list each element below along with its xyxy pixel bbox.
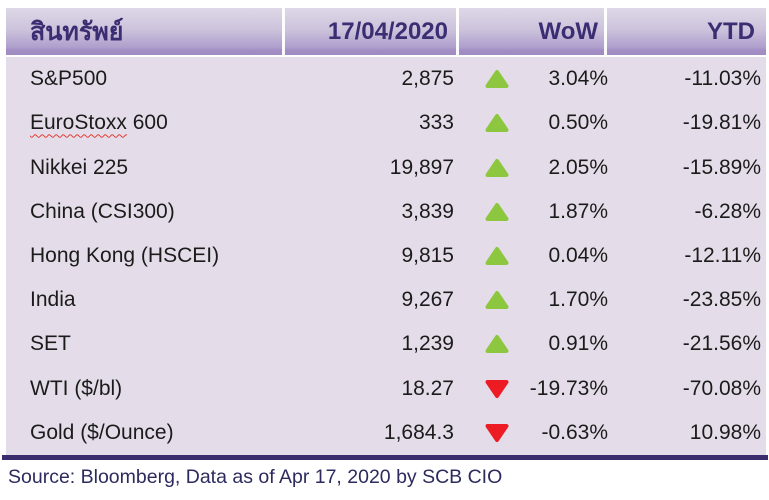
asset-name: WTI ($/bl) <box>30 376 123 400</box>
header-wow-label: WoW <box>538 17 598 45</box>
wow-cell: 2.05% <box>462 156 613 180</box>
wow-cell: 1.87% <box>462 200 613 224</box>
wow-cell: 1.70% <box>462 288 613 312</box>
wow-value: 2.05% <box>548 155 608 179</box>
wow-value: 3.04% <box>548 67 608 91</box>
wow-cell: 0.50% <box>462 111 613 135</box>
up-triangle-icon <box>485 202 509 222</box>
spellcheck-underline: EuroStoxx <box>30 111 127 135</box>
wow-value: 1.70% <box>548 288 608 312</box>
ytd-value: 10.98% <box>689 420 761 444</box>
table-row: Gold ($/Ounce) 1,684.3 -0.63% 10.98% <box>6 411 766 455</box>
table-row: Hong Kong (HSCEI) 9,815 0.04% -12.11% <box>6 234 766 278</box>
asset-value: 333 <box>418 111 454 135</box>
asset-name: Hong Kong (HSCEI) <box>30 243 220 267</box>
source-note: Source: Bloomberg, Data as of Apr 17, 20… <box>8 466 503 488</box>
asset-name: Gold ($/Ounce) <box>30 420 174 444</box>
table-row: China (CSI300) 3,839 1.87% -6.28% <box>6 190 766 234</box>
wow-value: 0.91% <box>548 332 608 356</box>
up-triangle-icon <box>485 113 509 133</box>
up-triangle-icon <box>485 290 509 310</box>
down-triangle-icon <box>485 423 509 443</box>
wow-value: 0.50% <box>548 111 608 135</box>
header-asset-label: สินทรัพย์ <box>30 17 124 46</box>
table-row: Nikkei 225 19,897 2.05% -15.89% <box>6 145 766 189</box>
wow-cell: 0.04% <box>462 244 613 268</box>
up-triangle-icon <box>485 334 509 354</box>
wow-cell: -19.73% <box>462 377 613 401</box>
asset-name: S&P500 <box>30 67 108 91</box>
ytd-value: -23.85% <box>682 288 761 312</box>
table-row: India 9,267 1.70% -23.85% <box>6 278 766 322</box>
ytd-value: -15.89% <box>682 155 761 179</box>
asset-value: 1,239 <box>401 332 454 356</box>
asset-value: 1,684.3 <box>383 420 454 444</box>
wow-value: 0.04% <box>548 243 608 267</box>
wow-cell: -0.63% <box>462 421 613 445</box>
asset-value: 9,267 <box>401 288 454 312</box>
header-date-label: 17/04/2020 <box>327 17 448 45</box>
ytd-value: -70.08% <box>682 376 761 400</box>
table-row: EuroStoxx 600 333 0.50% -19.81% <box>6 101 766 145</box>
table-body: S&P500 2,875 3.04% -11.03% EuroStoxx 600… <box>6 57 766 455</box>
asset-value: 9,815 <box>401 243 454 267</box>
asset-value: 19,897 <box>389 155 454 179</box>
up-triangle-icon <box>485 69 509 89</box>
wow-cell: 3.04% <box>462 67 613 91</box>
asset-name: Nikkei 225 <box>30 155 129 179</box>
asset-name: China (CSI300) <box>30 199 175 223</box>
up-triangle-icon <box>485 158 509 178</box>
wow-cell: 0.91% <box>462 332 613 356</box>
asset-name: India <box>30 288 76 312</box>
table-row: WTI ($/bl) 18.27 -19.73% -70.08% <box>6 367 766 411</box>
wow-value: -0.63% <box>541 420 608 444</box>
ytd-value: -21.56% <box>682 332 761 356</box>
ytd-value: -11.03% <box>684 67 761 91</box>
ytd-value: -12.11% <box>684 243 761 267</box>
wow-value: 1.87% <box>548 199 608 223</box>
table-row: SET 1,239 0.91% -21.56% <box>6 322 766 366</box>
header-asset-column: สินทรัพย์ <box>6 8 285 55</box>
header-ytd-label: YTD <box>707 17 755 45</box>
asset-name: SET <box>30 332 71 356</box>
up-triangle-icon <box>485 246 509 266</box>
table-header-row: สินทรัพย์ 17/04/2020 WoW YTD <box>6 8 766 55</box>
asset-value: 18.27 <box>401 376 454 400</box>
table-row: S&P500 2,875 3.04% -11.03% <box>6 57 766 101</box>
asset-value: 3,839 <box>401 199 454 223</box>
wow-value: -19.73% <box>529 376 608 400</box>
table-bottom-rule <box>2 455 768 460</box>
asset-value: 2,875 <box>401 67 454 91</box>
ytd-value: -6.28% <box>694 199 761 223</box>
header-wow-column: WoW <box>459 8 607 55</box>
ytd-value: -19.81% <box>682 111 761 135</box>
asset-name: EuroStoxx 600 <box>30 111 168 135</box>
down-triangle-icon <box>485 379 509 399</box>
header-date-column: 17/04/2020 <box>285 8 459 55</box>
header-ytd-column: YTD <box>607 8 760 55</box>
asset-performance-table: สินทรัพย์ 17/04/2020 WoW YTD S&P500 2,87… <box>6 8 766 455</box>
